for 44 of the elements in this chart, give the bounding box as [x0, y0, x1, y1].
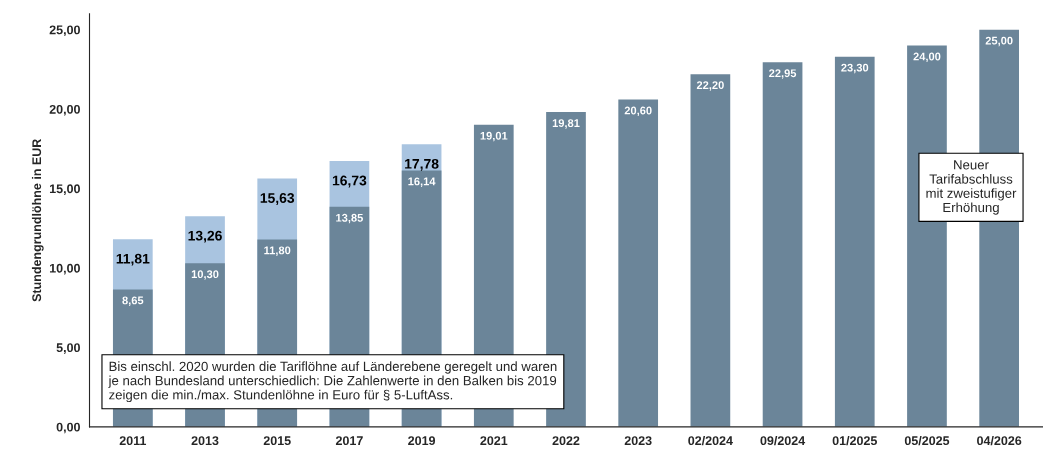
data-label: 23,30 — [841, 63, 869, 74]
y-tick-label: 5,00 — [56, 343, 80, 354]
data-label: 19,01 — [480, 131, 508, 142]
data-label: 22,95 — [769, 69, 797, 79]
data-label: 16,14 — [408, 177, 436, 187]
data-label: 8,65 — [122, 296, 144, 306]
y-axis-title: Stundengrundlöhne in EUR — [31, 138, 44, 302]
data-label: 19,81 — [552, 119, 580, 129]
x-tick-label: 05/2025 — [904, 435, 950, 446]
annotation: Neuer Tarifabschluss mit zweistufiger Erhöhung — [926, 160, 1017, 215]
x-tick-label: 2017 — [335, 436, 363, 446]
y-tick-label: 0,00 — [56, 422, 80, 434]
x-tick-label: 04/2026 — [977, 435, 1022, 446]
data-label: 11,81 — [116, 253, 150, 266]
y-tick-label: 15,00 — [49, 184, 80, 196]
bar — [618, 99, 659, 427]
x-tick-label: 2023 — [624, 436, 652, 446]
x-tick-label: 2019 — [408, 436, 436, 446]
x-tick-label: 09/2024 — [760, 435, 806, 446]
data-label: 17,78 — [405, 158, 439, 171]
x-tick-label: 2022 — [552, 436, 580, 446]
data-label: 22,20 — [696, 81, 724, 91]
y-tick-label: 10,00 — [49, 263, 80, 275]
data-label: 13,26 — [188, 230, 222, 243]
y-tick-label: 25,00 — [49, 25, 80, 37]
x-tick-label: 01/2025 — [832, 435, 878, 446]
annotation: Bis einschl. 2020 wurden die Tariflöhne auf Länderebene geregelt und waren je nach Bundesland unterschiedlich: Die Zahlenwerte in den Balken bis 2019 zeigen die min./max. Stundenlöhne in Euro für § 5-LuftAss. — [108, 361, 557, 403]
data-label: 16,73 — [332, 175, 367, 188]
data-label: 11,80 — [264, 246, 291, 256]
x-tick-label: 2021 — [480, 436, 508, 446]
x-tick-label: 2013 — [191, 436, 219, 446]
bar — [834, 56, 875, 427]
bar — [690, 74, 731, 427]
data-label: 24,00 — [913, 52, 941, 63]
bar — [762, 62, 803, 427]
data-label: 13,85 — [336, 213, 363, 224]
data-label: 15,63 — [260, 193, 295, 205]
y-tick-label: 20,00 — [49, 104, 80, 116]
data-label: 20,60 — [624, 106, 652, 117]
data-label: 10,30 — [191, 270, 219, 280]
x-tick-label: 02/2024 — [688, 435, 733, 446]
x-tick-label: 2011 — [119, 436, 147, 446]
x-tick-label: 2015 — [263, 436, 291, 446]
data-label: 25,00 — [985, 36, 1013, 47]
